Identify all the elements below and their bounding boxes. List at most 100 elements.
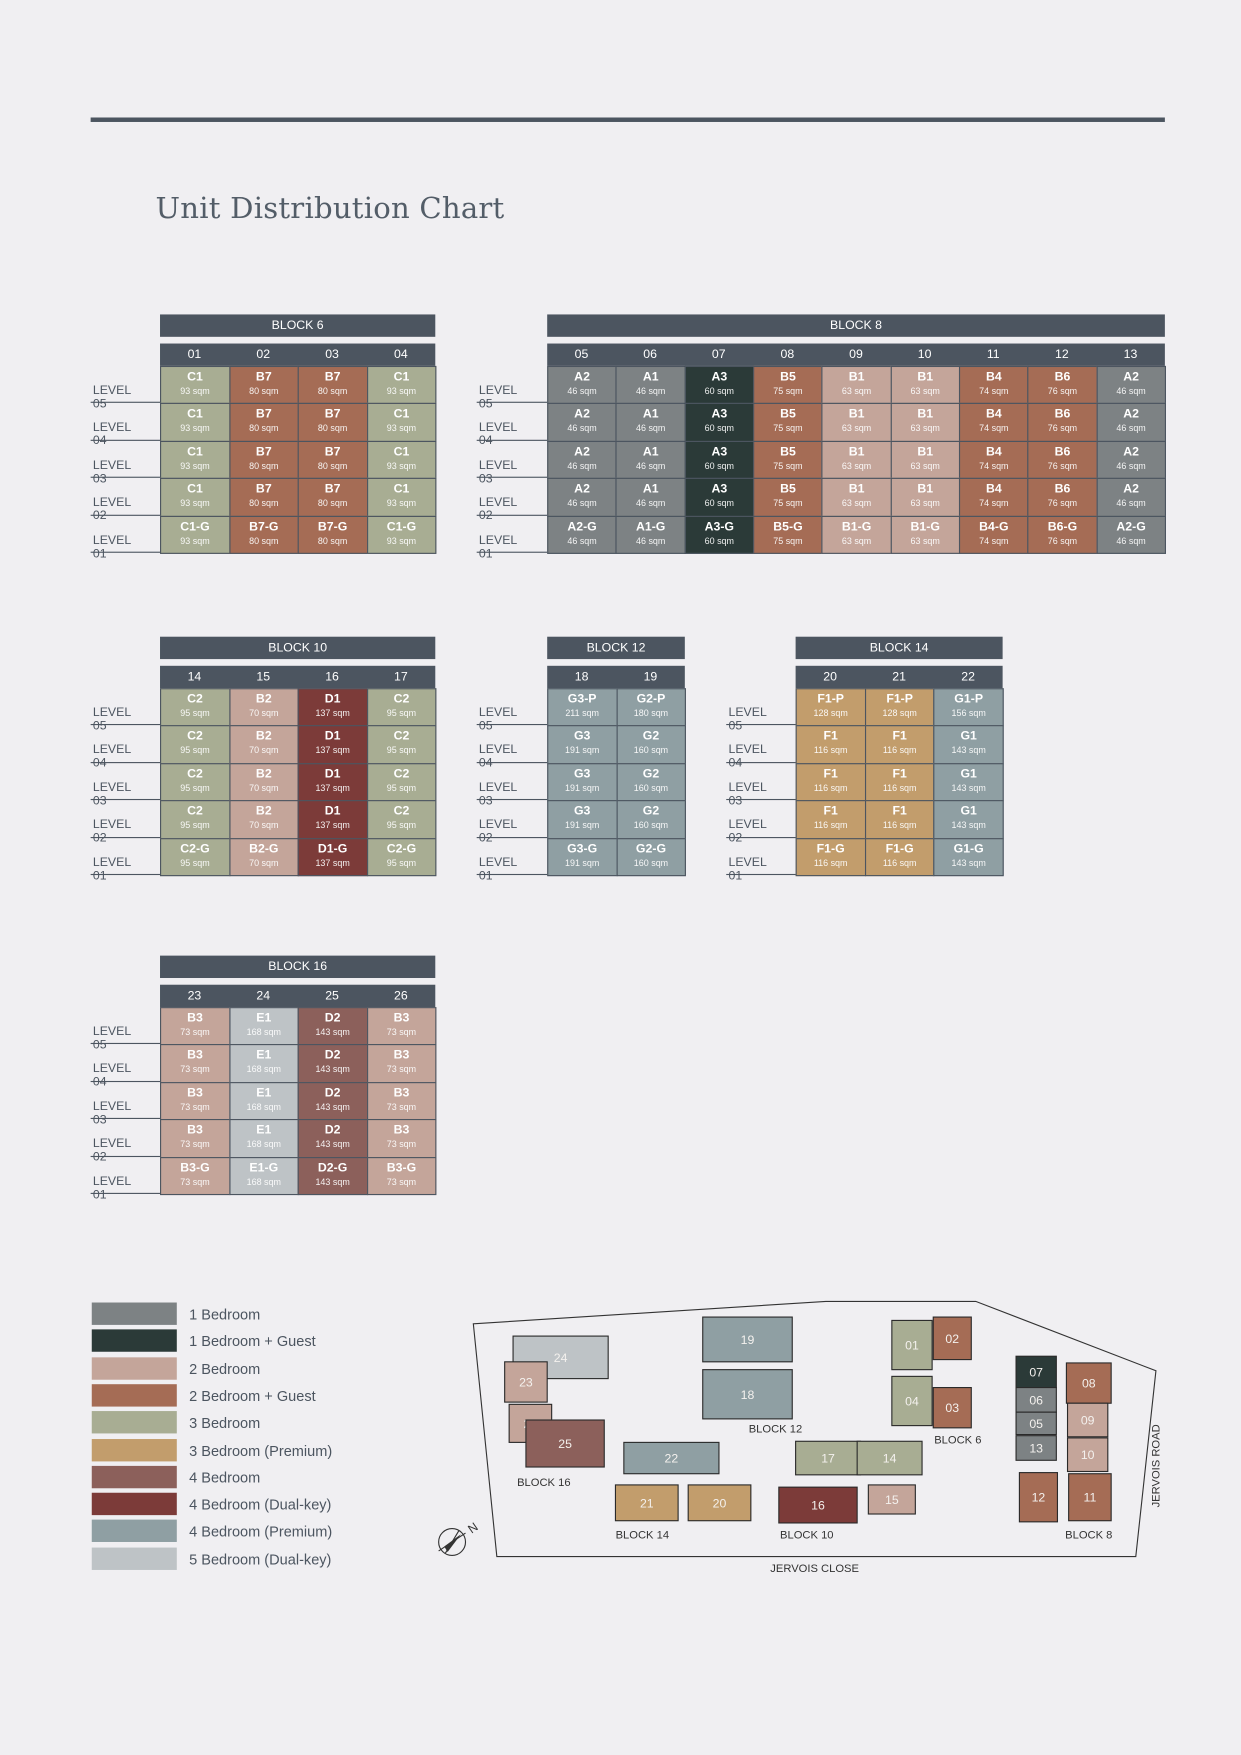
level-label: LEVEL 03 [92,780,131,808]
unit-area: 46 sqm [1116,423,1146,434]
level-divider [90,724,161,726]
legend-swatch [91,1384,177,1407]
site-building-stack [702,1369,793,1420]
unit-area: 46 sqm [1116,386,1146,397]
unit-type: C2 [393,804,410,819]
level-divider [90,402,161,404]
stack-number: 05 [574,348,589,362]
site-block-label: BLOCK 8 [1065,1530,1112,1542]
unit-area: 128 sqm [882,708,917,719]
unit-type: C2 [187,730,203,744]
site-building-stack [867,1484,916,1515]
top-rule [90,117,1165,122]
unit-type: F1-P [886,692,913,707]
unit-area: 73 sqm [180,1027,210,1038]
unit-area: 191 sqm [564,745,600,756]
unit-area: 63 sqm [910,386,940,397]
stack-number: 18 [574,670,589,684]
legend-swatch [91,1329,177,1353]
unit-cell: A3-G 60 sqm [684,515,755,554]
legend-label: 1 Bedroom + Guest [189,1333,316,1350]
unit-area: 60 sqm [704,423,734,434]
stack-number: 21 [892,670,906,684]
stack-number: 25 [325,989,339,1003]
unit-cell: B5 75 sqm [753,365,823,405]
unit-type: B3 [393,1123,410,1138]
level-divider [726,724,796,726]
unit-type: B5 [780,482,796,496]
block-header: BLOCK 6 [160,314,436,337]
unit-area: 80 sqm [249,498,279,509]
site-stack-number: 25 [558,1437,572,1451]
unit-type: B6-G [1047,519,1078,534]
site-building-stack [1066,1437,1109,1473]
stack-number: 12 [1055,348,1069,362]
level-label: LEVEL 03 [92,1099,131,1127]
unit-type: B2-G [249,842,279,856]
unit-type: C2 [393,767,410,781]
unit-cell: B3 73 sqm [160,1044,230,1083]
legend-label: 1 Bedroom [189,1305,261,1323]
unit-type: B7 [255,370,272,384]
unit-area: 116 sqm [813,783,848,794]
site-stack-number: 22 [665,1452,679,1466]
unit-type: C1 [393,407,410,422]
level-divider [476,514,548,516]
unit-area: 74 sqm [979,386,1009,397]
stack-number: 07 [711,348,726,362]
unit-type: B6 [1054,407,1071,422]
legend-label: 3 Bedroom [189,1414,261,1432]
unit-area: 95 sqm [180,708,210,719]
unit-cell: A2 46 sqm [547,440,617,480]
unit-area: 63 sqm [910,498,940,509]
unit-cell: F1 116 sqm [795,725,866,765]
unit-cell: G2 160 sqm [616,800,686,839]
site-stack-number: 17 [821,1452,835,1466]
unit-area: 46 sqm [567,535,597,546]
unit-cell: A2 46 sqm [1096,440,1166,480]
unit-area: 95 sqm [180,820,210,831]
stack-header-row: 14 15 16 17 [160,665,436,689]
unit-cell: B3-G 73 sqm [160,1156,230,1196]
unit-type: C2 [187,692,203,707]
unit-cell: B7-G 80 sqm [228,515,299,554]
unit-cell: A1 46 sqm [615,365,686,405]
unit-area: 143 sqm [951,783,986,794]
level-divider [90,514,161,516]
unit-cell: A2 46 sqm [1096,403,1166,442]
unit-cell: G1 143 sqm [933,725,1004,765]
unit-type: B3 [393,1048,410,1063]
unit-cell: G1-G 143 sqm [933,837,1004,877]
site-stack-number: 02 [945,1332,959,1346]
unit-area: 143 sqm [315,1176,350,1187]
unit-type: B1-G [841,519,872,534]
unit-cell: B4 74 sqm [958,403,1029,442]
stack-number: 01 [187,348,202,362]
unit-type: F1 [892,730,907,744]
site-building-stack [614,1484,679,1522]
site-building-stack [1015,1411,1057,1436]
unit-area: 80 sqm [317,423,348,434]
unit-area: 168 sqm [246,1101,281,1113]
unit-area: 80 sqm [317,535,348,546]
level-label: LEVEL 01 [478,533,517,561]
unit-type: A2 [574,407,590,422]
unit-area: 46 sqm [636,535,666,546]
site-block-label: BLOCK 10 [780,1530,833,1542]
stack-number: 04 [394,348,408,362]
unit-area: 168 sqm [246,1064,281,1075]
unit-type: B3 [393,1011,410,1026]
unit-area: 80 sqm [317,386,348,397]
unit-type: B4 [985,482,1002,496]
level-label: LEVEL 01 [92,533,131,561]
stack-number: 24 [256,989,271,1003]
unit-cell: C2-G 95 sqm [160,837,230,877]
unit-cell: C1 93 sqm [160,365,230,405]
unit-type: G2 [642,730,660,744]
unit-area: 168 sqm [246,1027,281,1038]
unit-cell: G3 191 sqm [547,725,618,765]
site-block-label: BLOCK 6 [934,1435,981,1447]
unit-area: 70 sqm [249,745,279,756]
unit-type: B1 [848,445,865,459]
unit-type: D1 [324,767,341,781]
